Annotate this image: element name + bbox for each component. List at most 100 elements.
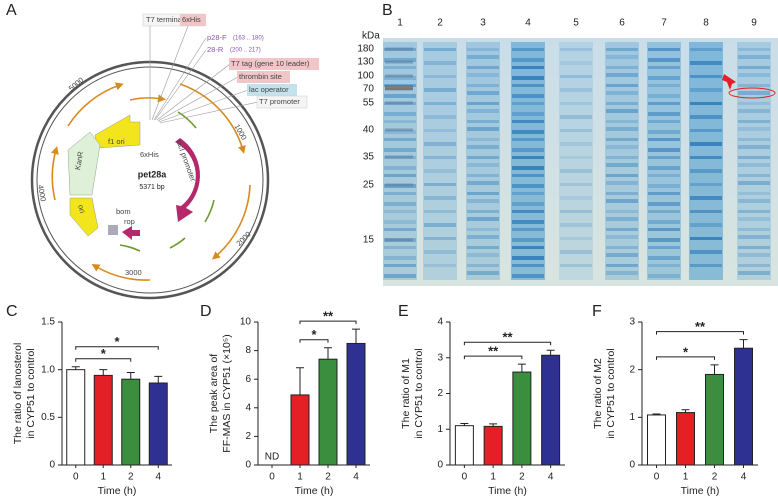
band [606,271,638,275]
x-tick-label: 0 [654,472,660,483]
label-box [237,71,290,83]
band [512,102,544,105]
band [467,73,499,77]
band [738,109,770,113]
band [512,94,544,98]
band [738,174,770,177]
marker-band [385,183,413,187]
significance-bracket [656,356,715,360]
band [648,192,680,195]
band [384,264,416,267]
band [424,115,456,119]
band [690,250,722,254]
band [384,66,416,69]
band [384,112,416,116]
band [512,166,544,170]
significance-label: * [101,346,107,361]
band [424,237,456,240]
band [738,264,770,267]
band [512,84,544,87]
marker-label: 70 [363,84,375,95]
band [467,120,499,123]
orf-arcs [51,82,251,281]
error-bar [99,369,108,376]
band [560,183,592,186]
band [738,48,770,51]
band [512,274,544,278]
band [424,129,456,132]
x-tick-label: 1 [100,472,106,483]
plasmid-map: T7 terminator 6xHis p28-F (163 .. 180) 2… [30,13,319,300]
y-axis-label: The ratio of M2 [592,358,604,429]
band [648,94,680,98]
band [606,102,638,105]
y-tick-label: 1.0 [41,364,55,375]
band [512,228,544,231]
band [606,73,638,77]
lane-label: 4 [525,18,531,29]
band [512,138,544,141]
y-tick-label: 2 [437,388,443,399]
band [467,84,499,87]
band [648,112,680,116]
band [467,199,499,203]
band [424,48,456,51]
error-bar [546,349,555,356]
y-tick-label: 0.5 [41,412,55,423]
band [467,156,499,159]
band [648,220,680,224]
significance-label: ** [502,330,513,345]
band [384,120,416,123]
error-bar [710,364,719,375]
error-bar [739,339,748,349]
band [424,250,456,254]
band [690,48,722,51]
marker-band [385,155,413,159]
feature-label: T7 terminator [146,15,191,24]
marker-label: 180 [357,44,374,55]
marker-label: 15 [363,235,375,246]
y-tick-label: 2 [245,431,251,442]
band [738,138,770,141]
band [606,145,638,149]
band [467,264,499,267]
lane-label: 5 [573,18,579,29]
bar [705,373,724,466]
band [690,169,722,173]
bar [318,358,338,466]
error-bar [460,423,469,426]
bar [148,382,168,466]
error-bar [296,367,304,395]
band [606,181,638,185]
band [467,271,499,275]
band [648,120,680,123]
significance-bracket [75,358,132,362]
bar [512,371,532,466]
feature-label: thrombin site [239,72,282,81]
band [738,102,770,105]
band [512,76,544,80]
x-axis-label: Time (h) [98,485,137,497]
lane-smear [737,42,771,280]
band [467,192,499,195]
feature-label: (163 .. 180) [233,36,264,42]
band [560,142,592,146]
band [467,109,499,113]
band [690,237,722,240]
kanr [67,131,101,196]
band [424,223,456,227]
band [560,237,592,240]
y-axis-label: The ratio of lanosterol [12,343,24,445]
band [738,210,770,213]
band [648,274,680,278]
band [606,199,638,203]
band [690,88,722,92]
y-axis-label: in CYP51 to control [413,348,425,438]
band [424,61,456,65]
bar [483,425,503,466]
highlight [728,87,776,99]
band [648,102,680,105]
band [467,48,499,51]
band [560,169,592,173]
marker-label: 130 [357,57,374,68]
